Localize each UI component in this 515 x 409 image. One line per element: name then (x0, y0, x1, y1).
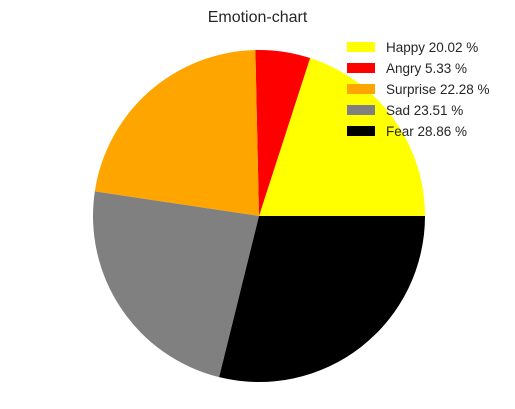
pie-slice-angry (255, 49, 311, 217)
chart-title: Emotion-chart (208, 9, 308, 26)
legend: Happy 20.02 % Angry 5.33 % Surprise 22.28 … (347, 40, 490, 139)
pie-slice-happy (259, 58, 425, 217)
legend-label-angry: Angry 5.33 % (386, 61, 467, 76)
pie-slice-surprise (94, 50, 259, 216)
pie-slice-sad (93, 191, 260, 378)
legend-swatch-fear (347, 126, 375, 136)
legend-swatch-surprise (347, 84, 375, 94)
legend-label-fear: Fear 28.86 % (386, 124, 467, 139)
legend-label-happy: Happy 20.02 % (386, 40, 478, 55)
legend-label-surprise: Surprise 22.28 % (386, 82, 490, 97)
pie-slices (93, 49, 425, 382)
legend-swatch-sad (347, 105, 375, 115)
legend-label-sad: Sad 23.51 % (386, 103, 463, 118)
pie-slice-fear (219, 216, 425, 382)
legend-swatch-happy (347, 42, 375, 52)
legend-swatch-angry (347, 63, 375, 73)
